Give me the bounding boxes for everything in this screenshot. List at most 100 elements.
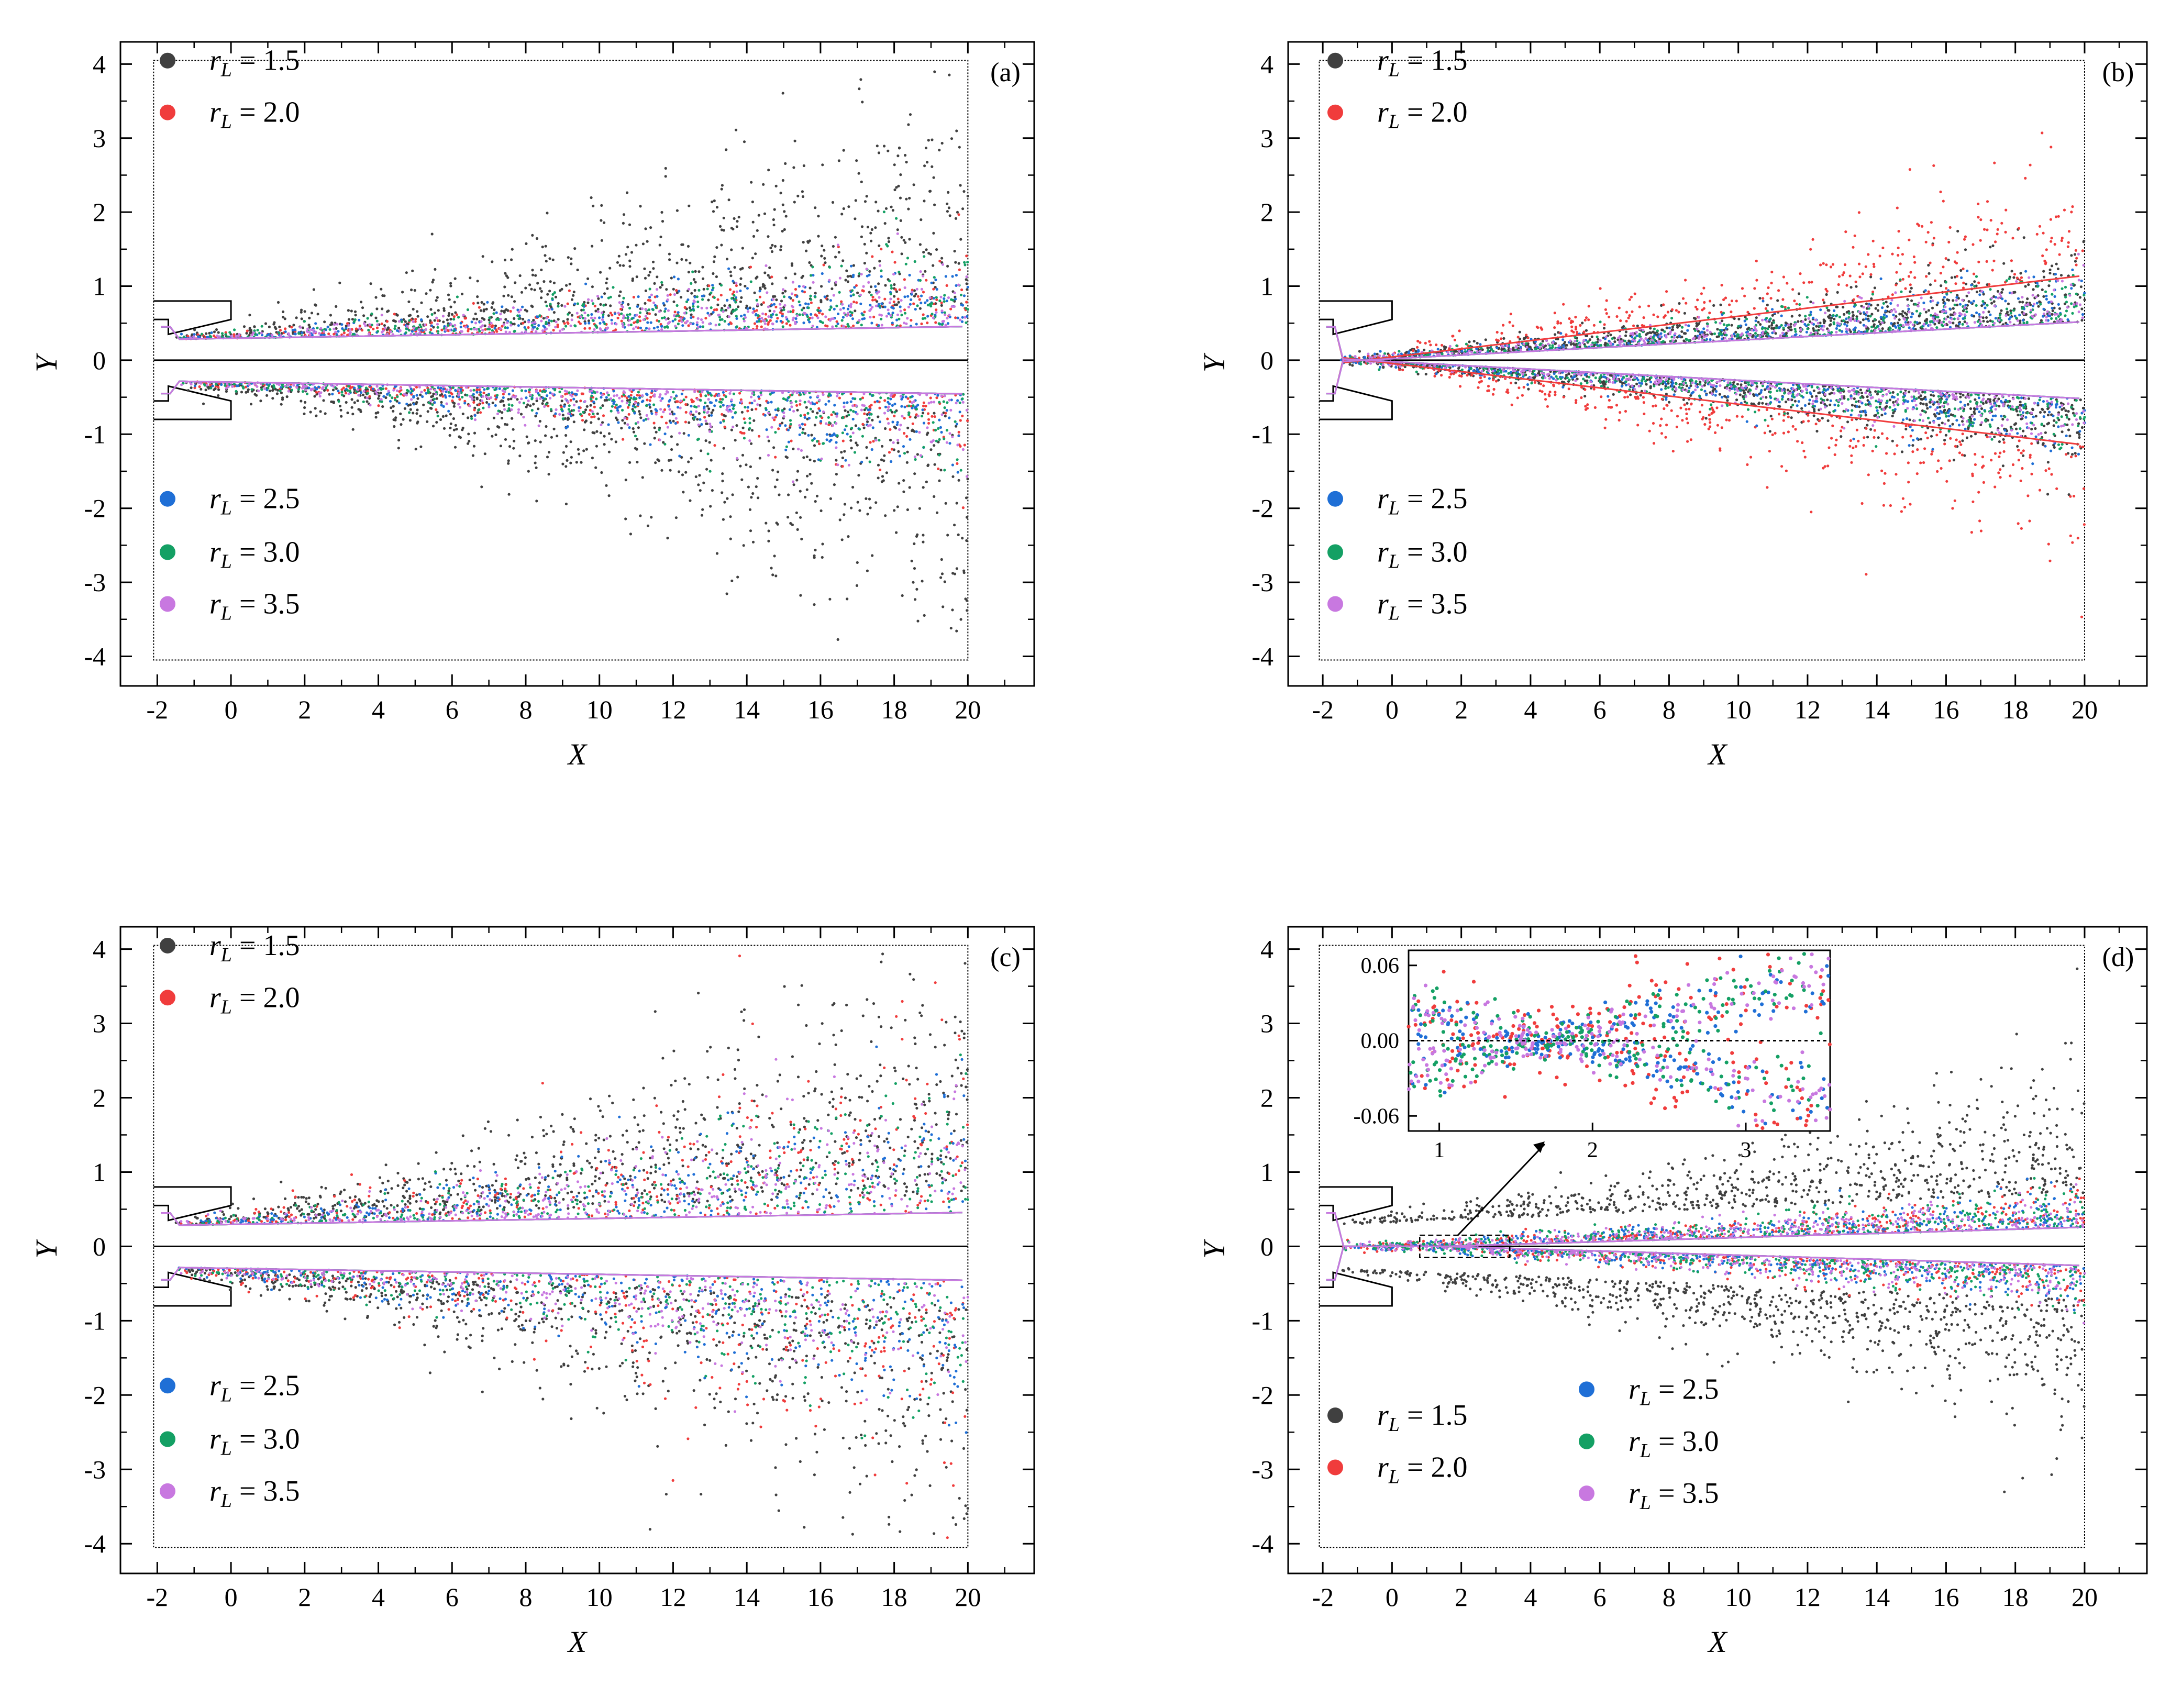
scatter-point [813, 437, 816, 440]
scatter-point [680, 317, 683, 320]
scatter-point [572, 403, 576, 407]
scatter-point [603, 322, 606, 326]
scatter-point [946, 322, 950, 325]
scatter-point [405, 271, 408, 274]
scatter-point [611, 322, 614, 325]
scatter-point [673, 314, 676, 317]
scatter-point [593, 328, 596, 331]
scatter-point [539, 397, 542, 401]
scatter-point [951, 608, 954, 612]
scatter-point [784, 448, 788, 451]
scatter-point [932, 287, 935, 291]
scatter-point [553, 389, 557, 392]
scatter-point [843, 312, 846, 315]
scatter-point [1629, 393, 1632, 396]
scatter-point [862, 426, 866, 429]
scatter-point [578, 409, 581, 413]
scatter-point [866, 226, 870, 229]
scatter-point [885, 315, 889, 318]
scatter-point [926, 161, 929, 164]
scatter-point [890, 460, 893, 463]
scatter-point [670, 435, 673, 438]
scatter-point [940, 309, 944, 313]
scatter-point [937, 467, 940, 471]
scatter-point [200, 387, 203, 391]
scatter-point [940, 430, 943, 434]
scatter-point [453, 446, 457, 449]
scatter-point [1891, 439, 1894, 442]
scatter-point [859, 302, 862, 305]
scatter-point [663, 442, 667, 446]
scatter-point [756, 325, 759, 328]
scatter-point [744, 406, 747, 409]
scatter-point [708, 323, 711, 326]
scatter-point [780, 309, 783, 312]
scatter-point [751, 492, 755, 495]
scatter-point [308, 326, 312, 329]
scatter-point [835, 320, 838, 323]
scatter-point [724, 395, 727, 398]
scatter-point [694, 281, 697, 284]
scatter-point [804, 302, 807, 305]
scatter-point [926, 321, 929, 325]
scatter-point [408, 314, 412, 317]
scatter-point [841, 259, 845, 262]
scatter-point [813, 424, 816, 427]
scatter-point [719, 401, 723, 404]
scatter-point [1776, 299, 1779, 302]
scatter-point [470, 415, 473, 418]
scatter-point [757, 319, 760, 323]
scatter-point [868, 291, 871, 294]
scatter-point [1952, 459, 1956, 462]
scatter-point [554, 326, 557, 329]
scatter-point [814, 292, 817, 295]
scatter-point [891, 209, 894, 212]
scatter-point [680, 456, 683, 459]
scatter-point [281, 398, 284, 401]
scatter-point [1943, 439, 1946, 442]
scatter-point [799, 516, 802, 519]
scatter-point [906, 257, 910, 260]
scatter-point [355, 327, 358, 330]
scatter-point [214, 383, 218, 386]
scatter-point [771, 469, 774, 472]
scatter-point [899, 395, 902, 398]
scatter-point [695, 295, 699, 298]
scatter-point [710, 411, 713, 414]
scatter-point [448, 434, 451, 437]
scatter-point [966, 261, 969, 264]
scatter-point [755, 309, 758, 312]
scatter-point [525, 435, 528, 438]
scatter-point [603, 443, 606, 446]
scatter-point [472, 317, 475, 320]
scatter-point [739, 283, 742, 286]
scatter-point [842, 325, 845, 328]
scatter-point [492, 312, 495, 315]
scatter-point [220, 383, 223, 386]
scatter-point [815, 314, 818, 317]
scatter-point [567, 400, 570, 403]
scatter-point [2019, 272, 2022, 275]
scatter-point [787, 320, 790, 323]
scatter-point [908, 486, 911, 489]
scatter-point [816, 412, 819, 415]
scatter-point [836, 463, 839, 467]
scatter-point [648, 327, 651, 330]
scatter-point [2052, 424, 2055, 427]
scatter-point [751, 540, 755, 544]
scatter-point [782, 306, 785, 309]
scatter-point [815, 416, 818, 419]
scatter-point [332, 401, 335, 404]
scatter-point [487, 427, 490, 430]
scatter-point [250, 388, 253, 391]
scatter-point [591, 245, 594, 248]
scatter-point [767, 315, 770, 318]
scatter-point [490, 396, 493, 400]
scatter-point [281, 383, 284, 386]
scatter-point [944, 275, 947, 278]
scatter-point [550, 319, 553, 323]
scatter-point [627, 303, 630, 306]
scatter-point [781, 422, 784, 425]
scatter-point [866, 420, 869, 424]
scatter-point [770, 316, 773, 319]
